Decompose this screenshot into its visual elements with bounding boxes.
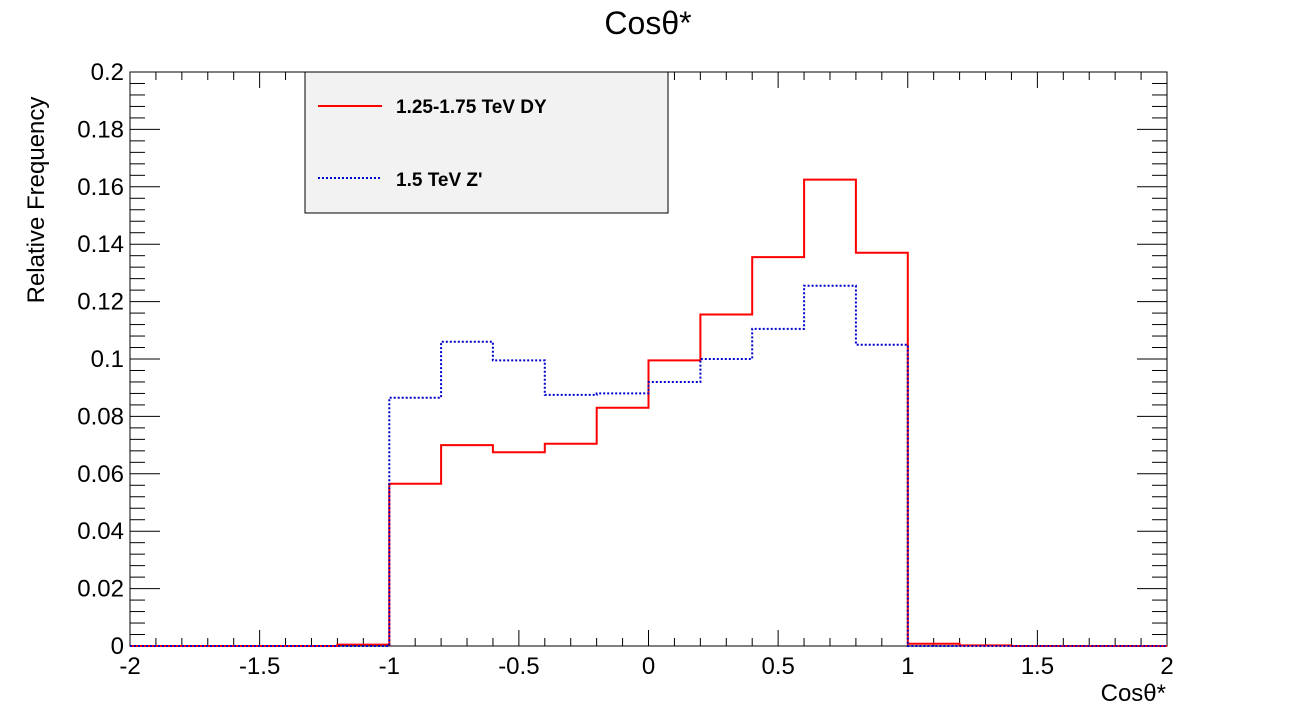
y-tick-label: 0.06 — [77, 461, 124, 488]
x-tick-label: -0.5 — [498, 653, 539, 680]
y-tick-label: 0.16 — [77, 174, 124, 201]
x-tick-label: 1.5 — [1021, 653, 1054, 680]
series-line-0 — [130, 178, 1167, 647]
y-tick-label: 0.02 — [77, 576, 124, 603]
legend-box — [304, 71, 669, 214]
y-tick-label: 0 — [111, 633, 124, 660]
x-tick-label: 1 — [901, 653, 914, 680]
y-tick-label: 0.04 — [77, 518, 124, 545]
y-tick-label: 0.1 — [91, 346, 124, 373]
y-tick-label: 0.18 — [77, 116, 124, 143]
x-tick-label: -2 — [119, 653, 140, 680]
legend-label-zprime: 1.5 TeV Z' — [396, 170, 483, 191]
x-tick-label: 0.5 — [761, 653, 794, 680]
y-tick-label: 0.12 — [77, 289, 124, 316]
x-tick-label: 2 — [1160, 653, 1173, 680]
chart-title: Cosθ* — [604, 5, 691, 41]
x-tick-label: 0 — [642, 653, 655, 680]
y-axis-title: Relative Frequency — [23, 97, 50, 304]
legend-label-dy: 1.25-1.75 TeV DY — [396, 97, 547, 118]
x-tick-label: -1 — [379, 653, 400, 680]
legend: 1.25-1.75 TeV DY 1.5 TeV Z' — [304, 71, 669, 214]
x-tick-label: -1.5 — [239, 653, 280, 680]
axis-ticks: -2 -1.5 -1 -0.5 0 0.5 1 1.5 2 0 0.02 0.04 0.06 0.08 0.… — [77, 59, 1173, 680]
y-tick-label: 0.08 — [77, 403, 124, 430]
y-tick-label: 0.2 — [91, 59, 124, 86]
y-tick-label: 0.14 — [77, 231, 124, 258]
series-layer — [130, 178, 1167, 647]
series-line-1 — [130, 284, 1167, 647]
x-axis-title: Cosθ* — [1101, 680, 1166, 707]
